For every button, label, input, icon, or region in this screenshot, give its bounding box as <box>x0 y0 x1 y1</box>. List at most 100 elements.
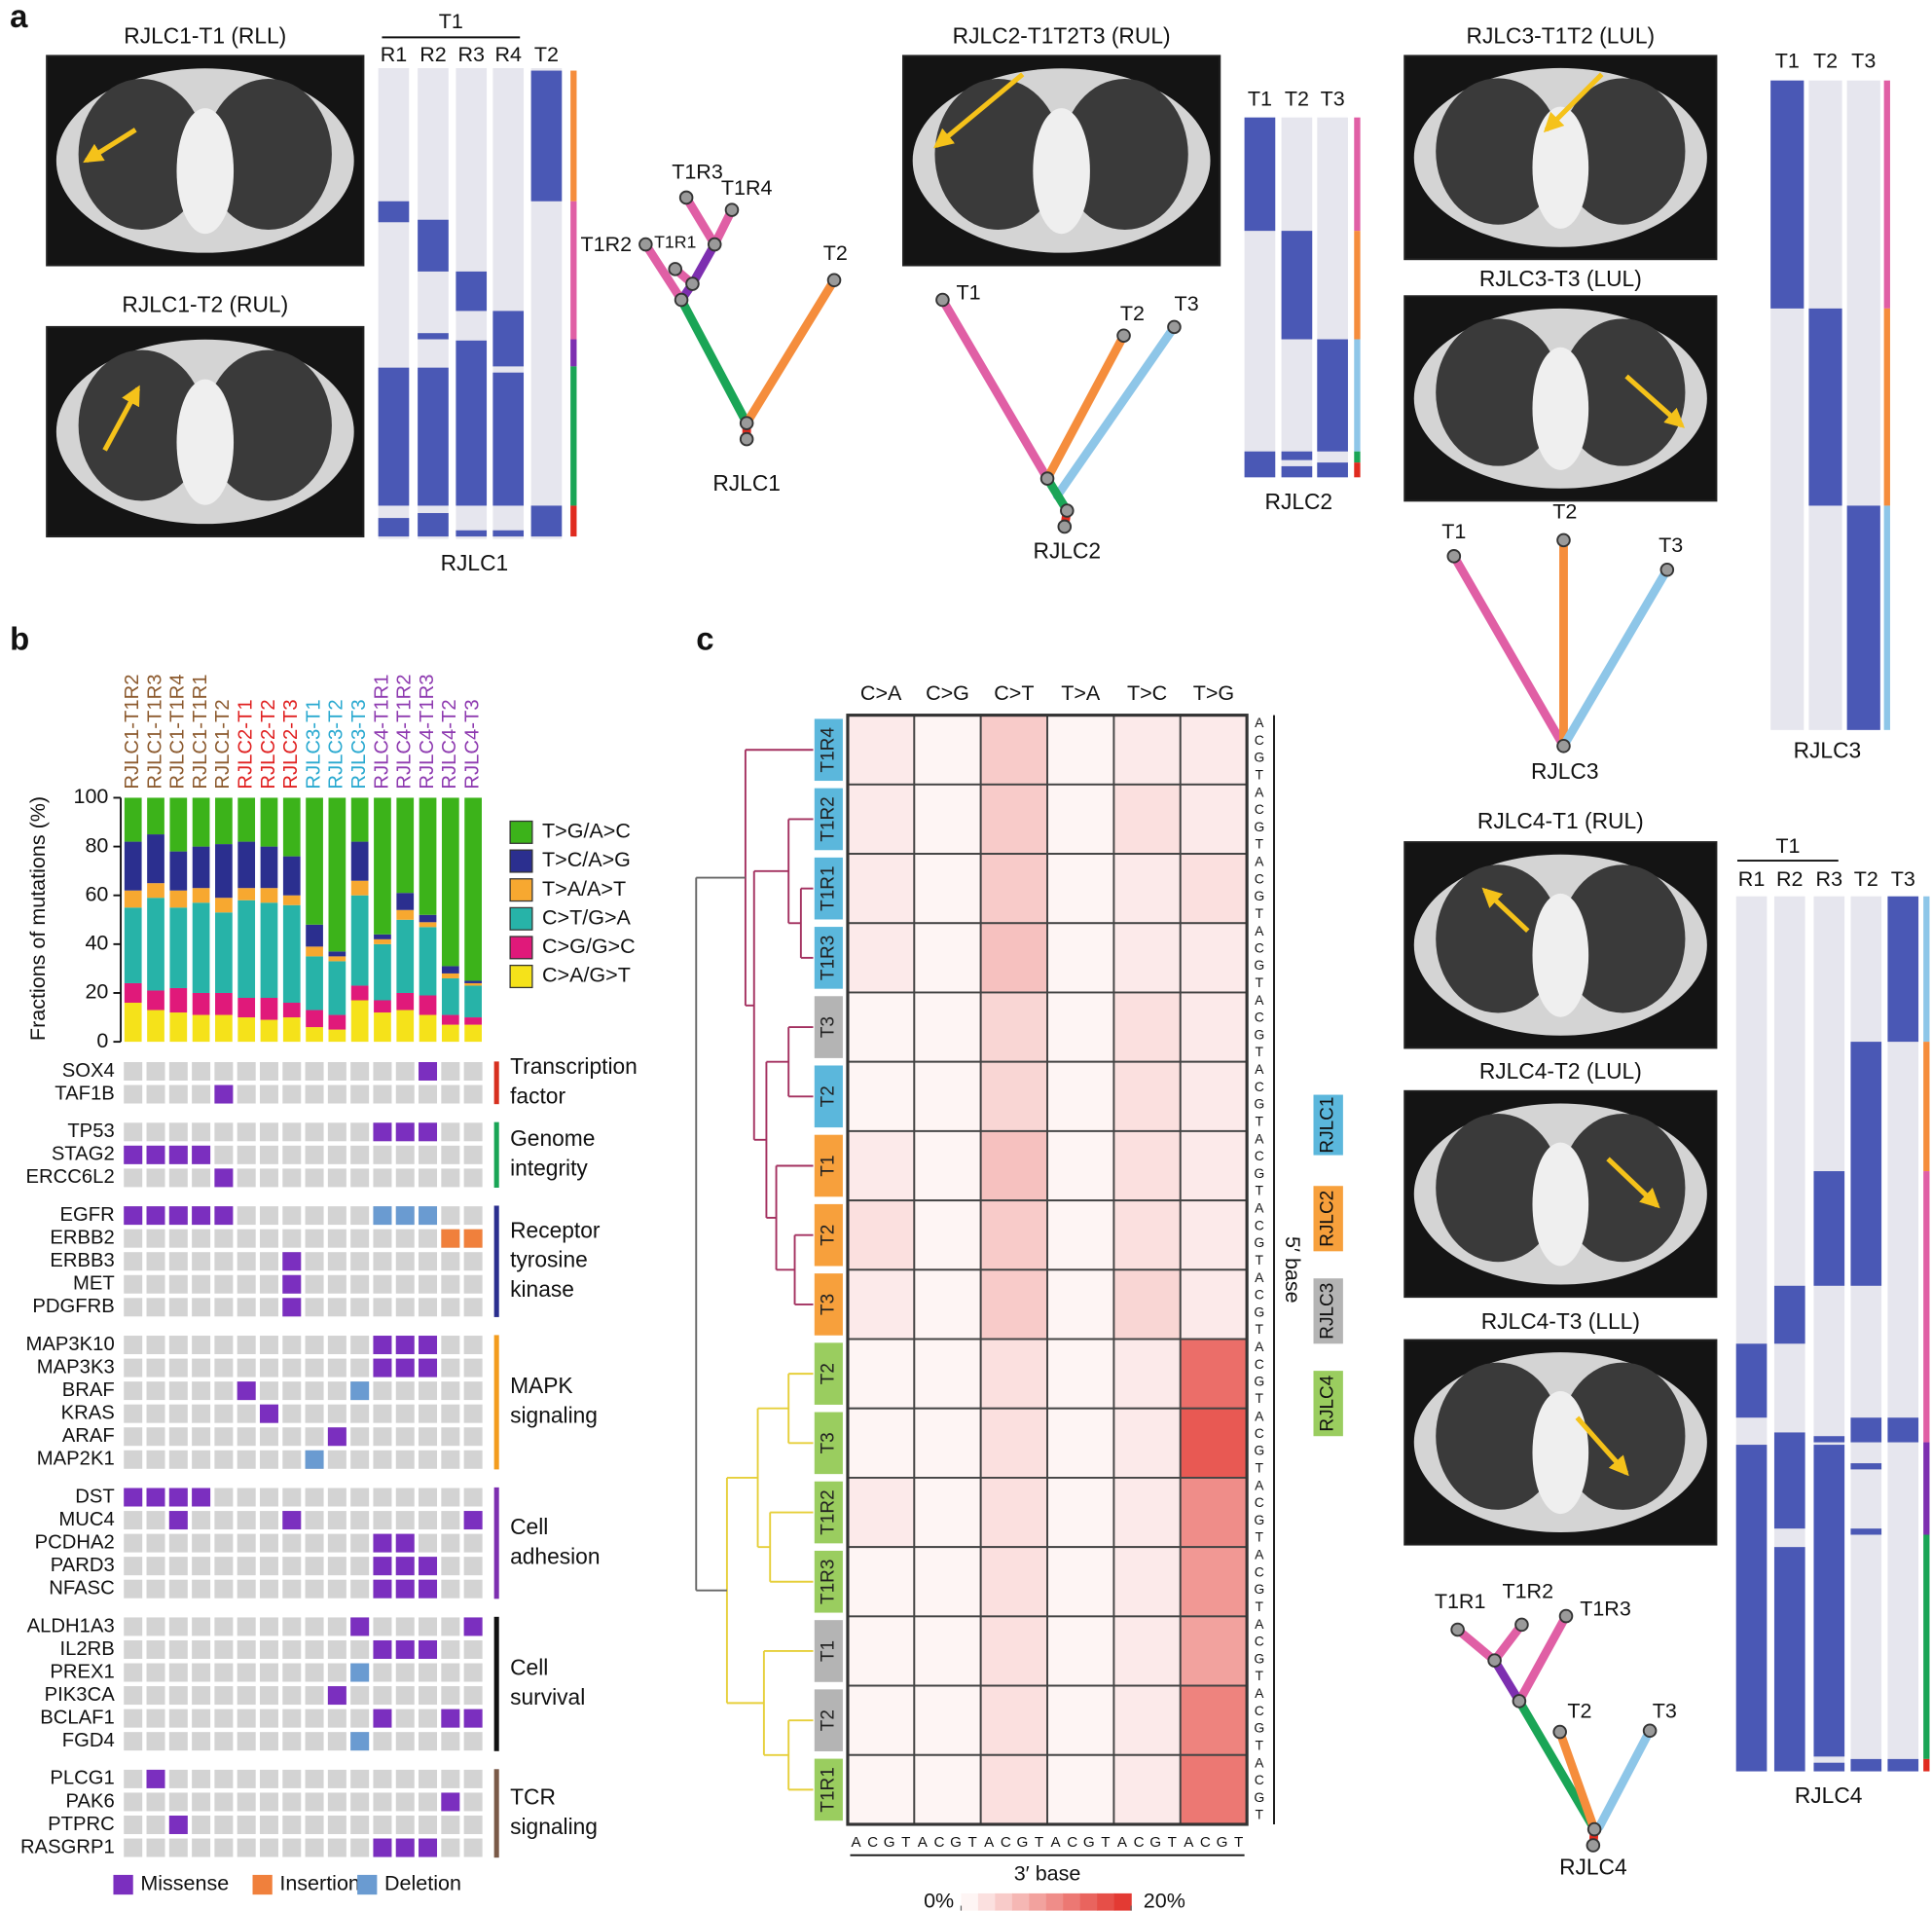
heatmap-block <box>979 1615 1049 1687</box>
mutation-cell <box>124 1206 143 1226</box>
base-label: G <box>1254 957 1264 973</box>
bar-segment <box>169 907 188 988</box>
tree-node <box>668 262 683 276</box>
ct-lung <box>78 79 205 230</box>
oncoprint-cell <box>373 1168 392 1188</box>
base-label: T <box>1256 1737 1264 1752</box>
row-tag <box>814 788 843 851</box>
oncoprint-cell <box>350 1298 370 1317</box>
oncoprint-cell <box>395 1168 415 1188</box>
oncoprint-cell <box>146 1511 165 1530</box>
oncoprint-cell <box>419 1709 438 1728</box>
oncoprint-cell <box>259 1122 278 1142</box>
oncoprint-cell <box>237 1579 256 1599</box>
legend-swatch <box>1313 1278 1343 1344</box>
base-label: T <box>1256 1183 1264 1198</box>
bar-bg <box>1887 896 1919 1772</box>
substitution-label: C>G <box>926 681 969 705</box>
oncoprint-cell <box>282 1206 302 1226</box>
bar-segment <box>124 907 142 983</box>
oncoprint-cell <box>259 1769 278 1788</box>
bar-segment <box>237 841 256 889</box>
oncoprint-cell <box>124 1639 143 1659</box>
oncoprint-cell <box>214 1381 234 1401</box>
base-label: C <box>1255 1356 1264 1372</box>
tree-node <box>1556 533 1571 548</box>
oncoprint-cell <box>395 1488 415 1507</box>
colorbar-step <box>977 1893 997 1911</box>
oncoprint-cell <box>282 1122 302 1142</box>
bar-segment <box>328 956 346 962</box>
substitution-label: C>A <box>860 681 902 705</box>
row-tag <box>814 1203 843 1267</box>
heatmap-block <box>1046 1338 1115 1410</box>
oncoprint-cell <box>327 1663 346 1682</box>
oncoprint-cell <box>124 1816 143 1834</box>
mutation-cell <box>282 1298 302 1317</box>
heatmap-block <box>913 991 982 1063</box>
clone-strip <box>570 70 577 202</box>
oncoprint-cell <box>419 1663 438 1682</box>
ct-lung <box>1436 864 1561 1013</box>
heatmap-block <box>1112 783 1182 856</box>
oncoprint-cell <box>259 1252 278 1271</box>
oncoprint-cell <box>327 1732 346 1751</box>
clone-strip <box>570 201 577 340</box>
heatmap-block <box>979 714 1049 786</box>
oncoprint-cell <box>192 1838 211 1857</box>
tree-label: T1 <box>1441 520 1466 543</box>
oncoprint-cell <box>350 1122 370 1142</box>
base-label: C <box>1200 1834 1211 1851</box>
oncoprint-cell <box>419 1298 438 1317</box>
legend-swatch <box>509 964 533 989</box>
base-label: T <box>1256 905 1264 921</box>
oncoprint-cell <box>350 1557 370 1576</box>
y-tick-label: 100 <box>73 785 108 808</box>
legend-label: Missense <box>140 1872 229 1895</box>
tree-node <box>935 292 950 308</box>
ct-mediastinum <box>176 379 235 505</box>
oncoprint-cell <box>350 1336 370 1355</box>
group-label: kinase <box>510 1276 574 1302</box>
row-label: T1 <box>818 1640 838 1662</box>
oncoprint-cell <box>327 1168 346 1188</box>
oncoprint-cell <box>168 1639 188 1659</box>
oncoprint-cell <box>441 1122 460 1142</box>
oncoprint-cell <box>395 1381 415 1401</box>
oncoprint-cell <box>146 1404 165 1423</box>
mutation-cell <box>168 1511 188 1530</box>
mutation-cell <box>327 1686 346 1706</box>
row-tag <box>814 927 843 989</box>
heatmap-block <box>979 1060 1049 1132</box>
oncoprint-cell <box>463 1062 483 1081</box>
mutation-block <box>378 367 410 506</box>
oncoprint-cell <box>124 1663 143 1682</box>
oncoprint-cell <box>168 1533 188 1553</box>
gene-label: DST <box>75 1486 115 1507</box>
base-label: A <box>1255 1547 1264 1562</box>
row-label: T1R2 <box>818 1489 838 1534</box>
oncoprint-cell <box>305 1838 324 1857</box>
oncoprint-cell <box>282 1404 302 1423</box>
oncoprint-cell <box>237 1488 256 1507</box>
oncoprint-cell <box>419 1168 438 1188</box>
oncoprint-cell <box>327 1206 346 1226</box>
mutation-cell <box>373 1557 392 1576</box>
oncoprint-cell <box>373 1732 392 1751</box>
ct-lung <box>1560 78 1686 225</box>
oncoprint-cell <box>441 1274 460 1294</box>
mutation-cell <box>350 1381 370 1401</box>
mutation-cell <box>146 1769 165 1788</box>
oncoprint-cell <box>259 1639 278 1659</box>
oncoprint-cell <box>282 1816 302 1834</box>
oncoprint-cell <box>168 1686 188 1706</box>
oncoprint-cell <box>192 1663 211 1682</box>
panel-label: c <box>696 620 713 656</box>
mutation-block <box>1846 505 1880 730</box>
base-label: G <box>1254 1581 1264 1597</box>
oncoprint-cell <box>350 1838 370 1857</box>
oncoprint-cell <box>237 1274 256 1294</box>
sample-label: RJLC1-T1R2 <box>122 674 143 789</box>
mutation-block <box>1281 231 1313 340</box>
